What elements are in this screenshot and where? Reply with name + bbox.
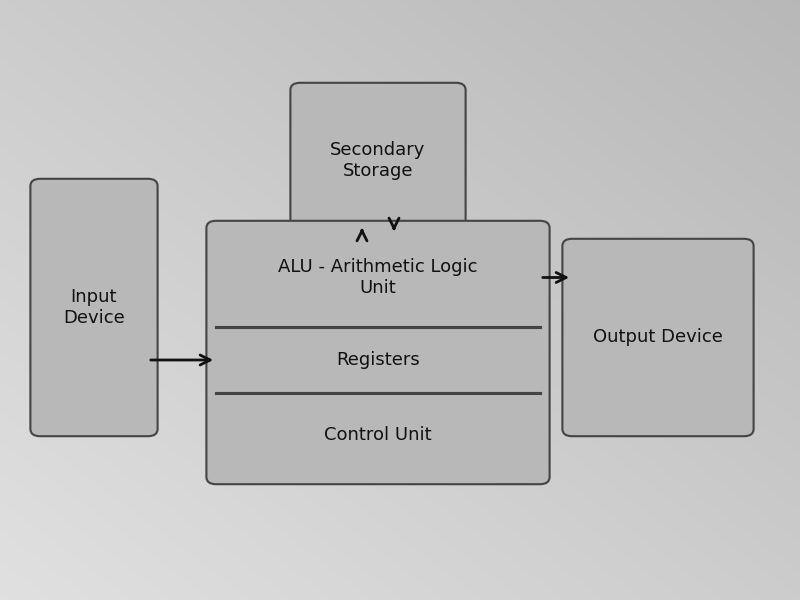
Text: Input
Device: Input Device	[63, 288, 125, 327]
Text: Control Unit: Control Unit	[324, 426, 432, 444]
Text: Output Device: Output Device	[593, 329, 723, 346]
FancyBboxPatch shape	[290, 83, 466, 238]
FancyBboxPatch shape	[30, 179, 158, 436]
FancyBboxPatch shape	[206, 221, 550, 484]
FancyBboxPatch shape	[562, 239, 754, 436]
Text: Secondary
Storage: Secondary Storage	[330, 141, 426, 180]
Text: Registers: Registers	[336, 351, 420, 369]
Text: ALU - Arithmetic Logic
Unit: ALU - Arithmetic Logic Unit	[278, 258, 478, 297]
